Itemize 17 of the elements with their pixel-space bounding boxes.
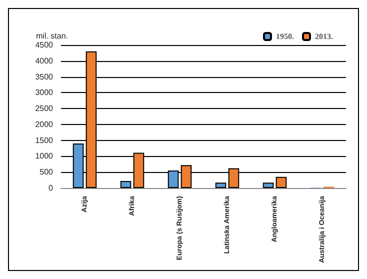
legend-label: 1950. <box>276 32 294 41</box>
bar <box>120 181 132 188</box>
y-tick-label: 3000 <box>35 88 54 98</box>
y-tick-label: 3500 <box>35 72 54 82</box>
legend-label: 2013. <box>315 32 333 41</box>
y-tick-label: 0 <box>48 184 54 192</box>
bar <box>276 176 287 188</box>
y-axis-title: mil. stan. <box>36 32 68 40</box>
bar <box>215 182 226 188</box>
y-tick-label: 4000 <box>35 56 54 66</box>
y-tick-label: 2500 <box>35 104 54 114</box>
y-tick-label: 1500 <box>35 136 54 145</box>
bar <box>262 182 274 188</box>
y-tick-label: 2000 <box>35 120 54 129</box>
y-tick-label: 1000 <box>35 152 54 161</box>
y-tick-label: 4500 <box>35 40 54 50</box>
y-tick-label: 500 <box>40 168 54 177</box>
